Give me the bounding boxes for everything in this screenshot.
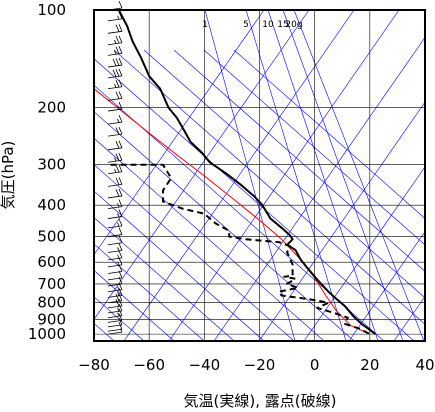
mixing-ratio-line	[245, 10, 347, 341]
wind-barb	[107, 24, 123, 34]
dry-adiabat-line	[94, 270, 175, 341]
wind-barb	[107, 91, 123, 101]
dry-adiabat-line	[94, 164, 295, 341]
wind-barb	[107, 140, 123, 151]
mixing-ratio-label: 10	[262, 20, 274, 30]
wind-barb	[107, 126, 123, 137]
wind-barb	[107, 322, 123, 332]
wind-barb	[107, 114, 123, 125]
y-tick-label: 200	[37, 99, 66, 117]
dry-adiabat-line	[94, 190, 265, 341]
y-tick-label: 500	[37, 228, 66, 246]
wind-barb	[107, 227, 123, 237]
dry-adiabat-line	[143, 49, 425, 299]
wind-barb	[107, 317, 123, 328]
dry-adiabat-line	[94, 217, 235, 341]
mixing-ratio-line	[204, 10, 296, 341]
dry-adiabat-line	[113, 49, 425, 325]
wind-barb	[107, 79, 123, 90]
x-tick-label: −80	[78, 356, 110, 374]
temperature-line	[117, 10, 376, 335]
y-tick-label: 700	[37, 275, 66, 293]
wind-barb	[107, 313, 123, 323]
mixing-ratio-line	[293, 10, 425, 341]
x-tick-label: −20	[244, 356, 276, 374]
y-tick-label: 900	[37, 310, 66, 328]
grid-lines	[94, 10, 425, 341]
wind-barb	[107, 177, 123, 187]
isotherm-line	[168, 10, 400, 341]
wind-barb	[107, 164, 123, 175]
x-tick-label: 0	[310, 356, 320, 374]
isotherm-line	[213, 36, 425, 341]
wind-barb	[107, 101, 123, 112]
wind-barb	[107, 308, 123, 319]
dry-adiabat-line	[94, 58, 415, 341]
wind-barb	[107, 57, 123, 68]
dewpoint-line	[110, 163, 371, 335]
wind-barb	[107, 250, 123, 261]
dry-adiabat-line	[94, 137, 325, 341]
wind-barb	[107, 35, 123, 46]
isotherm-line	[348, 231, 425, 341]
wind-barbs	[107, 0, 123, 335]
y-tick-label: 600	[37, 253, 66, 271]
parcel-line	[94, 88, 371, 335]
x-axis-label: 気温(実線), 露点(破線)	[184, 392, 337, 410]
mixing-ratio-line	[267, 10, 379, 341]
wind-barb	[107, 235, 123, 246]
wind-barb	[107, 243, 123, 253]
isotherm-line	[258, 101, 425, 341]
x-tick-label: 20	[360, 356, 379, 374]
wind-barb	[107, 11, 123, 22]
mixing-ratio-label: 15	[277, 20, 288, 30]
mixing-ratio-label: 1	[202, 20, 208, 30]
x-tick-label: −60	[133, 356, 165, 374]
background-lines	[94, 10, 425, 341]
x-tick-label: 40	[415, 356, 434, 374]
y-tick-label: 100	[37, 1, 66, 19]
y-tick-label: 1000	[28, 325, 66, 343]
wind-barb	[107, 218, 123, 229]
x-tick-label: −40	[189, 356, 221, 374]
isotherm-line	[94, 10, 310, 320]
wind-barb	[107, 188, 123, 199]
series-group	[94, 10, 376, 335]
plot-frame	[93, 9, 426, 342]
wind-barb	[107, 153, 123, 163]
wind-barb	[107, 46, 123, 56]
mixing-ratio-label: 5	[243, 20, 249, 30]
dry-adiabat-line	[94, 111, 355, 341]
dry-adiabat-line	[233, 49, 425, 219]
wind-barb	[107, 199, 123, 210]
mixing-ratio-line	[282, 10, 404, 341]
y-tick-label: 400	[37, 196, 66, 214]
y-axis-label: 気圧(hPa)	[0, 141, 17, 210]
wind-barb	[107, 209, 123, 219]
wind-barb	[107, 328, 123, 335]
wind-barb	[107, 68, 123, 79]
mixing-ratio-label: 20g	[285, 20, 302, 30]
y-tick-label: 800	[37, 294, 66, 312]
dry-adiabat-line	[203, 49, 425, 246]
y-tick-label: 300	[37, 156, 66, 174]
x-axis-ticks: −80 −60 −40 −20 0 20 40	[78, 356, 434, 374]
isotherm-line	[303, 166, 425, 341]
